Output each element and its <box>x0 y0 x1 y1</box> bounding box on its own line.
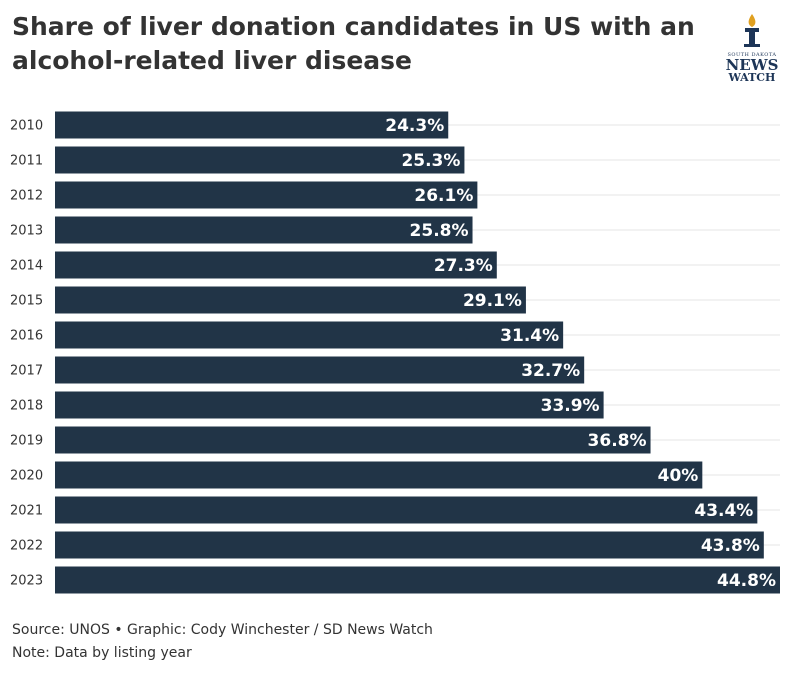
logo-top: SOUTH DAKOTA <box>727 52 777 58</box>
value-label: 36.8% <box>588 431 647 451</box>
y-tick-label: 2022 <box>10 539 43 554</box>
y-tick-label: 2014 <box>10 259 43 274</box>
y-tick-label: 2015 <box>10 294 43 309</box>
value-label: 27.3% <box>434 256 493 276</box>
bar <box>55 146 465 174</box>
logo-line1: NEWS <box>725 56 779 74</box>
logo-torch <box>744 14 760 47</box>
logo: SOUTH DAKOTA NEWS WATCH <box>722 12 782 84</box>
value-label: 29.1% <box>463 291 522 311</box>
bar <box>55 426 651 454</box>
y-tick-label: 2021 <box>10 504 43 519</box>
y-tick-label: 2018 <box>10 399 43 414</box>
y-tick-label: 2016 <box>10 329 43 344</box>
bar <box>55 461 703 489</box>
y-tick-label: 2013 <box>10 224 43 239</box>
value-label: 25.8% <box>410 221 469 241</box>
bar <box>55 356 585 384</box>
y-tick-label: 2019 <box>10 434 43 449</box>
bar <box>55 181 478 209</box>
value-label: 33.9% <box>541 396 600 416</box>
value-label: 40% <box>658 466 699 486</box>
y-tick-label: 2011 <box>10 154 43 169</box>
chart-title: Share of liver donation candidates in US… <box>12 12 695 75</box>
chart: 2010 24.3% 2011 25.3% 2012 26.1% 2013 25.8% 2014… <box>10 111 780 594</box>
bar <box>55 251 497 279</box>
note: Note: Data by listing year <box>12 645 192 661</box>
value-label: 26.1% <box>414 186 473 206</box>
bar <box>55 321 564 349</box>
bar <box>55 391 604 419</box>
bar <box>55 566 780 594</box>
value-label: 25.3% <box>401 151 460 171</box>
value-label: 31.4% <box>500 326 559 346</box>
source: Source: UNOS • Graphic: Cody Winchester … <box>12 622 433 638</box>
bar <box>55 216 473 244</box>
y-tick-label: 2017 <box>10 364 43 379</box>
y-tick-label: 2012 <box>10 189 43 204</box>
logo-line2: WATCH <box>728 71 776 84</box>
bar <box>55 111 449 139</box>
y-tick-label: 2010 <box>10 119 43 134</box>
bar <box>55 286 526 314</box>
value-label: 44.8% <box>717 571 776 591</box>
bar <box>55 531 764 559</box>
value-label: 43.8% <box>701 536 760 556</box>
value-label: 43.4% <box>694 501 753 521</box>
y-tick-label: 2023 <box>10 574 43 589</box>
y-tick-label: 2020 <box>10 469 43 484</box>
bar <box>55 496 758 524</box>
value-label: 24.3% <box>385 116 444 136</box>
value-label: 32.7% <box>521 361 580 381</box>
